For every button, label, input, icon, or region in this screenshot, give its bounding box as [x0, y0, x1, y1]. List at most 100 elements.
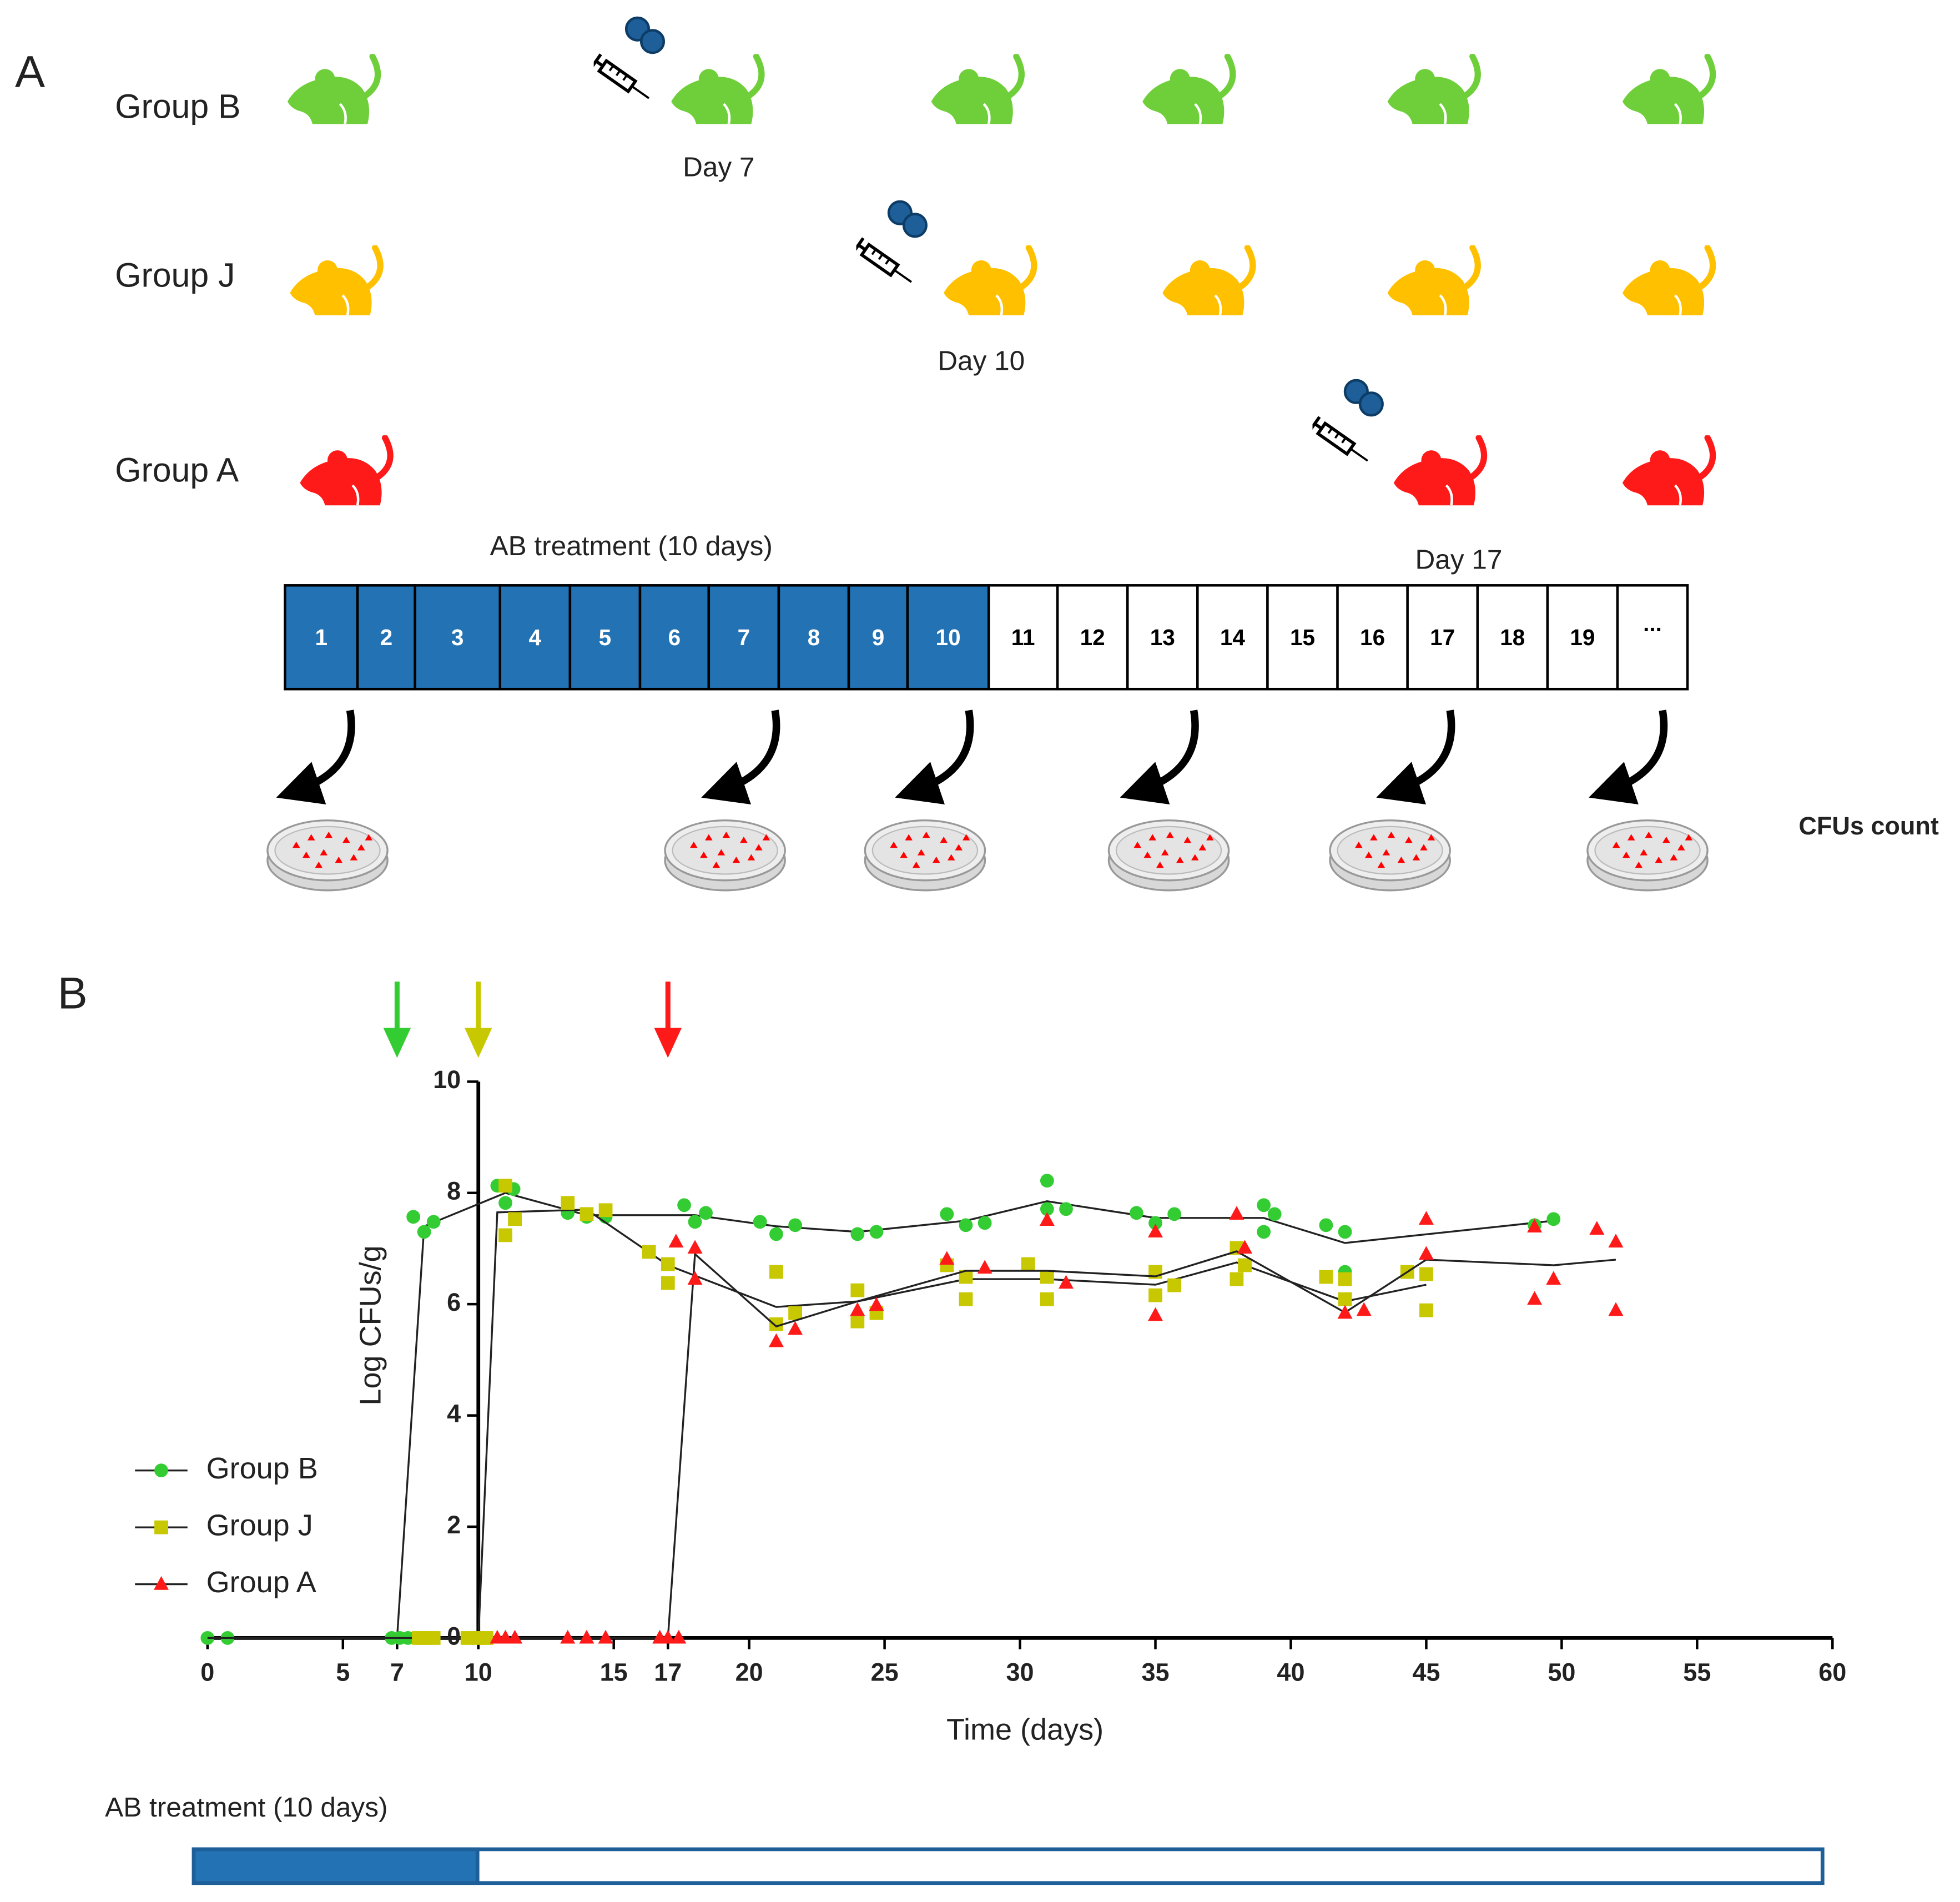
x-tick-label: 30 — [1006, 1658, 1034, 1687]
timeline-cell — [1056, 584, 1129, 691]
data-point — [850, 1227, 865, 1241]
timeline-day: 10 — [936, 625, 961, 650]
data-point — [560, 1629, 576, 1644]
mouse-icon — [944, 248, 1034, 315]
timeline-day: ... — [1643, 611, 1662, 636]
syringe-icon — [1310, 417, 1373, 467]
data-point — [1527, 1219, 1543, 1233]
data-point — [1418, 1246, 1434, 1260]
infection-arrowhead — [654, 1028, 682, 1058]
timeline-day: 6 — [668, 625, 681, 650]
sample-arrow — [701, 710, 780, 804]
data-point — [699, 1206, 713, 1220]
data-point — [940, 1207, 954, 1221]
data-point — [508, 1212, 522, 1226]
data-point — [959, 1292, 973, 1306]
sample-arrow — [1120, 710, 1199, 804]
mean-line — [497, 1250, 1616, 1639]
data-point — [1058, 1275, 1074, 1289]
group-label: Group J — [115, 256, 235, 294]
x-tick-label: 17 — [654, 1658, 682, 1687]
sample-arrow — [1589, 710, 1668, 804]
timeline-cell — [284, 584, 359, 691]
data-point — [1356, 1302, 1372, 1316]
timeline-cell — [414, 584, 502, 691]
data-point — [1129, 1206, 1143, 1220]
data-point — [768, 1333, 784, 1347]
panel-label: B — [58, 969, 88, 1019]
sample-arrow — [1376, 710, 1455, 804]
timeline-day: 7 — [738, 625, 750, 650]
day-label: Day 10 — [938, 346, 1025, 376]
timeline-day: 13 — [1150, 625, 1175, 650]
x-tick-label: 35 — [1141, 1658, 1169, 1687]
data-point — [688, 1215, 702, 1229]
y-axis-label: Log CFUs/g — [354, 1245, 387, 1405]
petri-dish — [1107, 819, 1230, 892]
y-tick-label: 8 — [447, 1177, 461, 1205]
data-point — [661, 1257, 675, 1271]
mouse-icon — [1394, 438, 1484, 506]
cfu-label: CFUs count — [1798, 812, 1939, 840]
mouse-icon — [1388, 57, 1478, 124]
data-point — [687, 1240, 703, 1254]
treatment-fill — [192, 1847, 480, 1885]
day-label: Day 7 — [683, 152, 754, 183]
data-point — [1021, 1257, 1035, 1271]
bacteria-icon — [1358, 391, 1384, 417]
treatment-label: AB treatment (10 days) — [490, 531, 773, 561]
data-point — [426, 1215, 441, 1229]
legend-marker — [154, 1463, 168, 1478]
data-point — [417, 1225, 431, 1239]
mouse-icon — [1142, 57, 1233, 124]
timeline-day: 12 — [1080, 625, 1105, 650]
data-point — [1337, 1305, 1353, 1319]
data-point — [1148, 1216, 1162, 1230]
data-point — [671, 1629, 687, 1644]
data-point — [1040, 1270, 1054, 1284]
timeline-cell — [638, 584, 711, 691]
timeline-cell — [498, 584, 572, 691]
timeline-day: 19 — [1570, 625, 1595, 650]
data-point — [1039, 1212, 1055, 1226]
data-point — [1267, 1207, 1282, 1221]
data-point — [507, 1629, 523, 1644]
y-tick-label: 0 — [447, 1622, 461, 1650]
legend-label: Group A — [206, 1566, 316, 1599]
data-point — [769, 1265, 783, 1279]
syringe-icon — [591, 54, 654, 105]
timeline-cell — [1616, 584, 1689, 691]
mouse-icon — [290, 248, 380, 315]
timeline-day: 5 — [599, 625, 612, 650]
timeline-day: 16 — [1360, 625, 1385, 650]
data-point — [1238, 1258, 1252, 1272]
timeline-cell — [906, 584, 990, 691]
data-point — [1237, 1240, 1253, 1254]
data-point — [498, 1179, 512, 1193]
data-point — [1419, 1267, 1433, 1281]
data-point — [1059, 1202, 1073, 1216]
petri-dish — [664, 819, 786, 892]
y-tick-label: 10 — [433, 1065, 461, 1094]
x-tick-label: 10 — [465, 1658, 492, 1687]
data-point — [1148, 1224, 1163, 1238]
group-label: Group A — [115, 451, 239, 489]
timeline-day: 8 — [808, 625, 820, 650]
data-point — [498, 1228, 512, 1242]
data-point — [1546, 1212, 1561, 1226]
data-point — [788, 1218, 802, 1232]
x-tick-label: 0 — [200, 1658, 214, 1687]
legend-label: Group J — [206, 1508, 313, 1542]
data-point — [1419, 1303, 1433, 1317]
x-tick-label: 20 — [735, 1658, 763, 1687]
petri-dish — [266, 819, 389, 892]
data-point — [1148, 1288, 1162, 1302]
treatment-label: AB treatment (10 days) — [105, 1792, 387, 1823]
timeline-cell — [1336, 584, 1409, 691]
data-point — [668, 1234, 684, 1248]
bacteria-icon — [639, 29, 666, 54]
x-tick-label: 60 — [1818, 1658, 1846, 1687]
legend-label: Group B — [206, 1452, 318, 1485]
data-point — [406, 1210, 421, 1224]
